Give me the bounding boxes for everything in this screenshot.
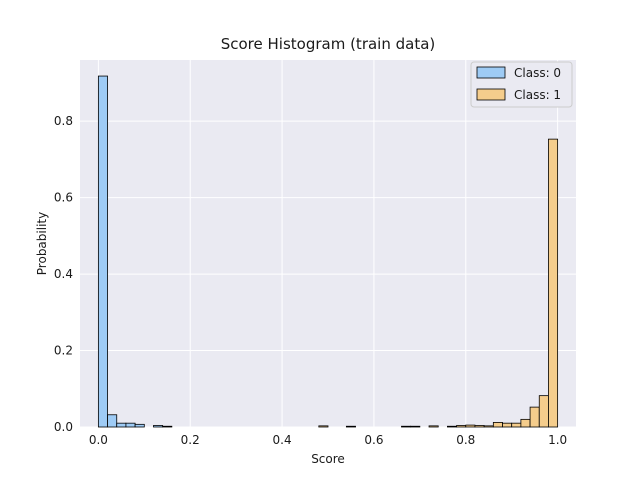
- histogram-bar-class-1: [520, 418, 531, 428]
- y-tick-label: 0.8: [54, 114, 73, 128]
- histogram-bar-class-1: [345, 425, 356, 428]
- histogram-bar-class-0: [162, 425, 173, 428]
- histogram-bar-class-1: [529, 406, 540, 428]
- bars-layer: [97, 75, 559, 428]
- legend-label-class-0: Class: 0: [514, 66, 561, 80]
- histogram-bar-class-1: [492, 422, 503, 428]
- x-tick-label: 0.8: [456, 433, 475, 447]
- histogram-bar-class-1: [483, 425, 494, 428]
- chart-title: Score Histogram (train data): [221, 35, 436, 53]
- histogram-bar-class-1: [511, 422, 522, 428]
- x-tick-label: 0.0: [89, 433, 108, 447]
- x-tick-label: 1.0: [548, 433, 567, 447]
- y-tick-label: 0.0: [54, 420, 73, 434]
- histogram-bar-class-0: [97, 75, 108, 428]
- histogram-bar-class-1: [465, 424, 476, 428]
- y-axis-label: Probability: [35, 212, 49, 275]
- y-tick-label: 0.4: [54, 267, 73, 281]
- histogram-bar-class-1: [410, 425, 421, 428]
- histogram-bar-class-1: [447, 425, 457, 428]
- histogram-bar-class-0: [107, 414, 118, 428]
- x-tick-label: 0.6: [364, 433, 383, 447]
- histogram-bar-class-1: [456, 425, 467, 428]
- legend: Class: 0 Class: 1: [470, 61, 573, 108]
- legend-swatch-class-0: [476, 66, 506, 79]
- histogram-bar-class-0: [153, 425, 164, 428]
- histogram-bar-class-1: [548, 138, 559, 428]
- legend-label-class-1: Class: 1: [514, 88, 561, 102]
- x-axis-label: Score: [311, 452, 345, 466]
- y-tick-label: 0.2: [54, 344, 73, 358]
- x-tick-label: 0.2: [181, 433, 200, 447]
- histogram-bar-class-1: [474, 425, 485, 428]
- histogram-bar-class-1: [401, 425, 412, 428]
- legend-swatch-class-1: [476, 88, 506, 101]
- x-tick-label: 0.4: [273, 433, 292, 447]
- tick-labels: 0.0 0.2 0.4 0.6 0.8 1.0 0.0 0.2 0.4 0.6 0.8: [54, 114, 567, 447]
- histogram-bar-class-1: [318, 425, 329, 428]
- histogram-bar-class-1: [538, 395, 549, 428]
- histogram-bar-class-0: [134, 423, 145, 428]
- histogram-bar-class-0: [116, 422, 127, 428]
- histogram-bar-class-1: [428, 425, 439, 428]
- histogram-bar-class-0: [125, 422, 136, 428]
- y-tick-label: 0.6: [54, 191, 73, 205]
- histogram-bar-class-1: [502, 422, 513, 428]
- plot-area: [80, 60, 576, 427]
